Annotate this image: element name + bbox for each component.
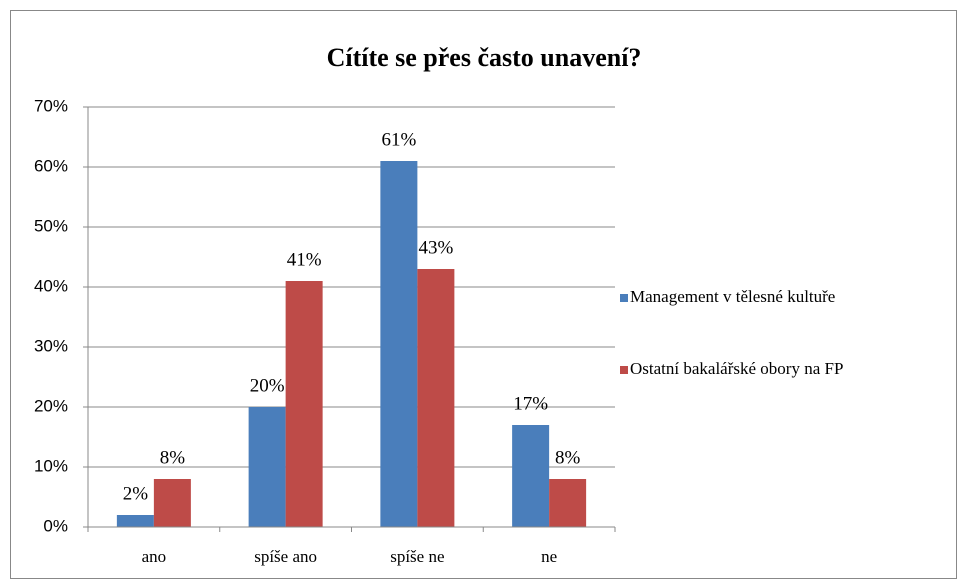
legend-label: Ostatní bakalářské obory na FP [630, 359, 843, 378]
bar [380, 161, 418, 527]
data-label: 61% [381, 129, 416, 150]
chart-title: Cítíte se přes často unavení? [327, 43, 642, 72]
y-tick-label: 30% [34, 336, 68, 355]
bar [116, 515, 154, 527]
data-label: 8% [555, 447, 581, 468]
bar [153, 479, 191, 527]
x-tick-label: ano [142, 547, 167, 566]
data-label: 43% [418, 237, 453, 258]
y-tick-label: 40% [34, 276, 68, 295]
y-tick-label: 10% [34, 456, 68, 475]
y-tick-label: 60% [34, 156, 68, 175]
data-label: 41% [287, 249, 322, 270]
bar [417, 269, 455, 527]
x-tick-label: ne [541, 547, 557, 566]
data-label: 17% [513, 393, 548, 414]
bar [512, 425, 550, 527]
bar [248, 407, 286, 527]
bar [549, 479, 587, 527]
x-tick-label: spíše ne [390, 547, 444, 566]
data-label: 20% [250, 375, 285, 396]
data-label: 8% [160, 447, 186, 468]
legend-swatch [620, 294, 628, 302]
bar [285, 281, 323, 527]
y-tick-label: 50% [34, 216, 68, 235]
legend-label: Management v tělesné kultuře [630, 287, 835, 306]
y-tick-label: 20% [34, 396, 68, 415]
x-tick-label: spíše ano [254, 547, 317, 566]
legend-swatch [620, 366, 628, 374]
y-tick-label: 70% [34, 96, 68, 115]
y-tick-label: 0% [43, 516, 68, 535]
data-label: 2% [123, 483, 149, 504]
